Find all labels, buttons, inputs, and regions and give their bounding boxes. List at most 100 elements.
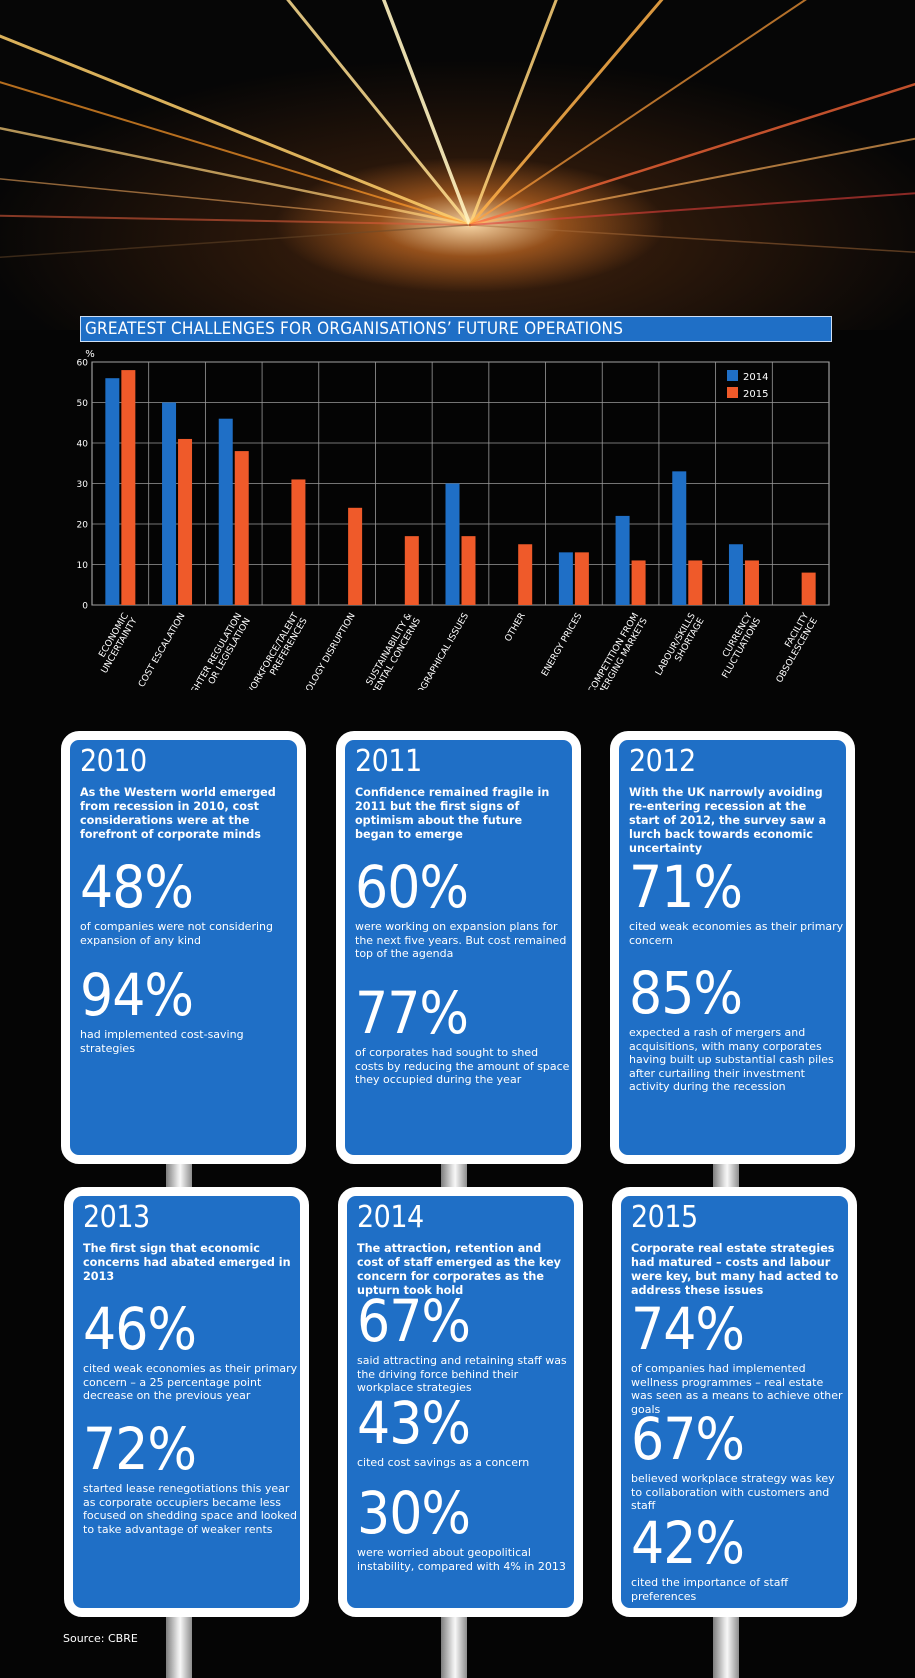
sign-intro: Confidence remained fragile in 2011 but … [355, 786, 550, 841]
stat-value: 30% [357, 1479, 471, 1547]
sign-2012: 2012 With the UK narrowly avoiding re-en… [610, 731, 855, 1164]
stat-block: 77% of corporates had sought to shed cos… [355, 984, 570, 1087]
sign-intro: The attraction, retention and cost of st… [357, 1242, 561, 1297]
stat-value: 85% [629, 959, 743, 1027]
legend-swatch [727, 387, 738, 398]
stat-block: 46% cited weak economies as their primar… [83, 1300, 298, 1403]
stat-block: 43% cited cost savings as a concern [357, 1394, 572, 1470]
sign-post [166, 1160, 192, 1190]
bar-2014 [218, 418, 233, 605]
stat-block: 30% were worried about geopolitical inst… [357, 1484, 572, 1573]
legend-label: 2014 [743, 372, 768, 383]
stat-value: 42% [631, 1509, 745, 1577]
bar-2015 [404, 536, 419, 605]
stat-value: 48% [80, 853, 194, 921]
legend-label: 2015 [743, 389, 768, 400]
bar-2015 [688, 560, 703, 605]
stat-value: 94% [80, 961, 194, 1029]
x-category-label: CURRENCYFLUCTUATIONS [712, 611, 763, 680]
stat-description: of companies had implemented wellness pr… [631, 1362, 843, 1416]
x-category-label: ENERGY PRICES [540, 611, 584, 678]
bar-2015 [801, 572, 816, 605]
y-tick-label: 10 [77, 561, 89, 571]
x-category-label: COST ESCALATION [137, 612, 188, 690]
stat-value: 67% [631, 1405, 745, 1473]
x-category-label: TIGHTER REGULATIONOR LEGISLATION [185, 612, 253, 691]
y-tick-label: 50 [77, 399, 89, 409]
bar-2014 [558, 552, 573, 605]
stat-description: cited weak economies as their primary co… [629, 920, 844, 947]
stat-value: 74% [631, 1295, 745, 1363]
x-category-label: ECONOMICUNCERTAINTY [91, 611, 140, 675]
stat-block: 67% believed workplace strategy was key … [631, 1410, 846, 1513]
y-tick-label: 40 [77, 440, 89, 450]
sign-year: 2011 [355, 744, 422, 779]
stat-value: 43% [357, 1389, 471, 1457]
stat-description: cited weak economies as their primary co… [83, 1362, 298, 1402]
x-category-label: FACILITYOBSOLESCENCE [766, 611, 820, 685]
stat-value: 60% [355, 853, 469, 921]
stat-description: cited cost savings as a concern [357, 1456, 530, 1469]
bar-2015 [631, 560, 646, 605]
x-category-label: LABOUR/SKILLSSHORTAGE [654, 611, 707, 682]
stat-description: cited the importance of staff preference… [631, 1576, 789, 1603]
sign-post [441, 1160, 467, 1190]
x-category-label: OTHER [503, 612, 527, 644]
x-category-label: COMPETITION FROMEMERGING MARKETS [585, 611, 650, 690]
sign-intro: Corporate real estate strategies had mat… [631, 1242, 839, 1297]
sign-year: 2014 [357, 1200, 424, 1235]
sign-post [713, 1613, 739, 1678]
stat-description: of companies were not considering expans… [80, 920, 273, 947]
sign-year: 2012 [629, 744, 696, 779]
bar-2015 [744, 560, 759, 605]
stat-description: of corporates had sought to shed costs b… [355, 1046, 570, 1086]
stat-value: 67% [357, 1287, 471, 1355]
stat-value: 46% [83, 1295, 197, 1363]
stat-block: 60% were working on expansion plans for … [355, 858, 570, 961]
sign-2010: 2010 As the Western world emerged from r… [61, 731, 306, 1164]
sign-post [713, 1160, 739, 1190]
stat-description: were worried about geopolitical instabil… [357, 1546, 566, 1573]
stat-block: 85% expected a rash of mergers and acqui… [629, 964, 844, 1094]
stat-block: 72% started lease renegotiations this ye… [83, 1420, 298, 1536]
bar-2015 [234, 451, 249, 605]
bar-2014 [105, 378, 120, 605]
stat-block: 48% of companies were not considering ex… [80, 858, 295, 947]
stat-block: 94% had implemented cost-saving strategi… [80, 966, 295, 1055]
stat-description: were working on expansion plans for the … [355, 920, 567, 960]
y-tick-label: 0 [82, 602, 88, 612]
stat-block: 42% cited the importance of staff prefer… [631, 1514, 846, 1603]
sign-year: 2013 [83, 1200, 150, 1235]
bar-2015 [518, 544, 533, 605]
bar-2014 [445, 483, 460, 605]
bar-2015 [574, 552, 589, 605]
stat-value: 77% [355, 979, 469, 1047]
bar-2015 [348, 507, 363, 605]
x-category-label: WORKFORCE/TALENTPREFERENCES [245, 611, 310, 690]
stat-description: had implemented cost-saving strategies [80, 1028, 244, 1055]
stat-block: 67% said attracting and retaining staff … [357, 1292, 572, 1395]
bar-2014 [672, 471, 687, 605]
bar-2014 [162, 402, 177, 605]
sign-post [166, 1613, 192, 1678]
source-note: Source: CBRE [63, 1632, 138, 1645]
bar-2015 [121, 370, 136, 605]
y-axis-label: % [85, 349, 95, 360]
stat-block: 74% of companies had implemented wellnes… [631, 1300, 846, 1416]
y-tick-label: 30 [77, 480, 89, 490]
sign-2015: 2015 Corporate real estate strategies ha… [612, 1187, 857, 1617]
stat-block: 71% cited weak economies as their primar… [629, 858, 844, 947]
legend-swatch [727, 370, 738, 381]
chart-title: GREATEST CHALLENGES FOR ORGANISATIONS’ F… [80, 316, 832, 342]
stat-description: said attracting and retaining staff was … [357, 1354, 567, 1394]
stat-description: expected a rash of mergers and acquisiti… [629, 1026, 834, 1093]
sign-year: 2010 [80, 744, 147, 779]
stat-value: 71% [629, 853, 743, 921]
sign-intro: As the Western world emerged from recess… [80, 786, 276, 841]
bar-2014 [615, 515, 630, 605]
y-tick-label: 60 [77, 359, 89, 369]
hero-light-streaks-image [0, 0, 915, 330]
sign-2013: 2013 The first sign that economic concer… [64, 1187, 309, 1617]
stat-value: 72% [83, 1415, 197, 1483]
